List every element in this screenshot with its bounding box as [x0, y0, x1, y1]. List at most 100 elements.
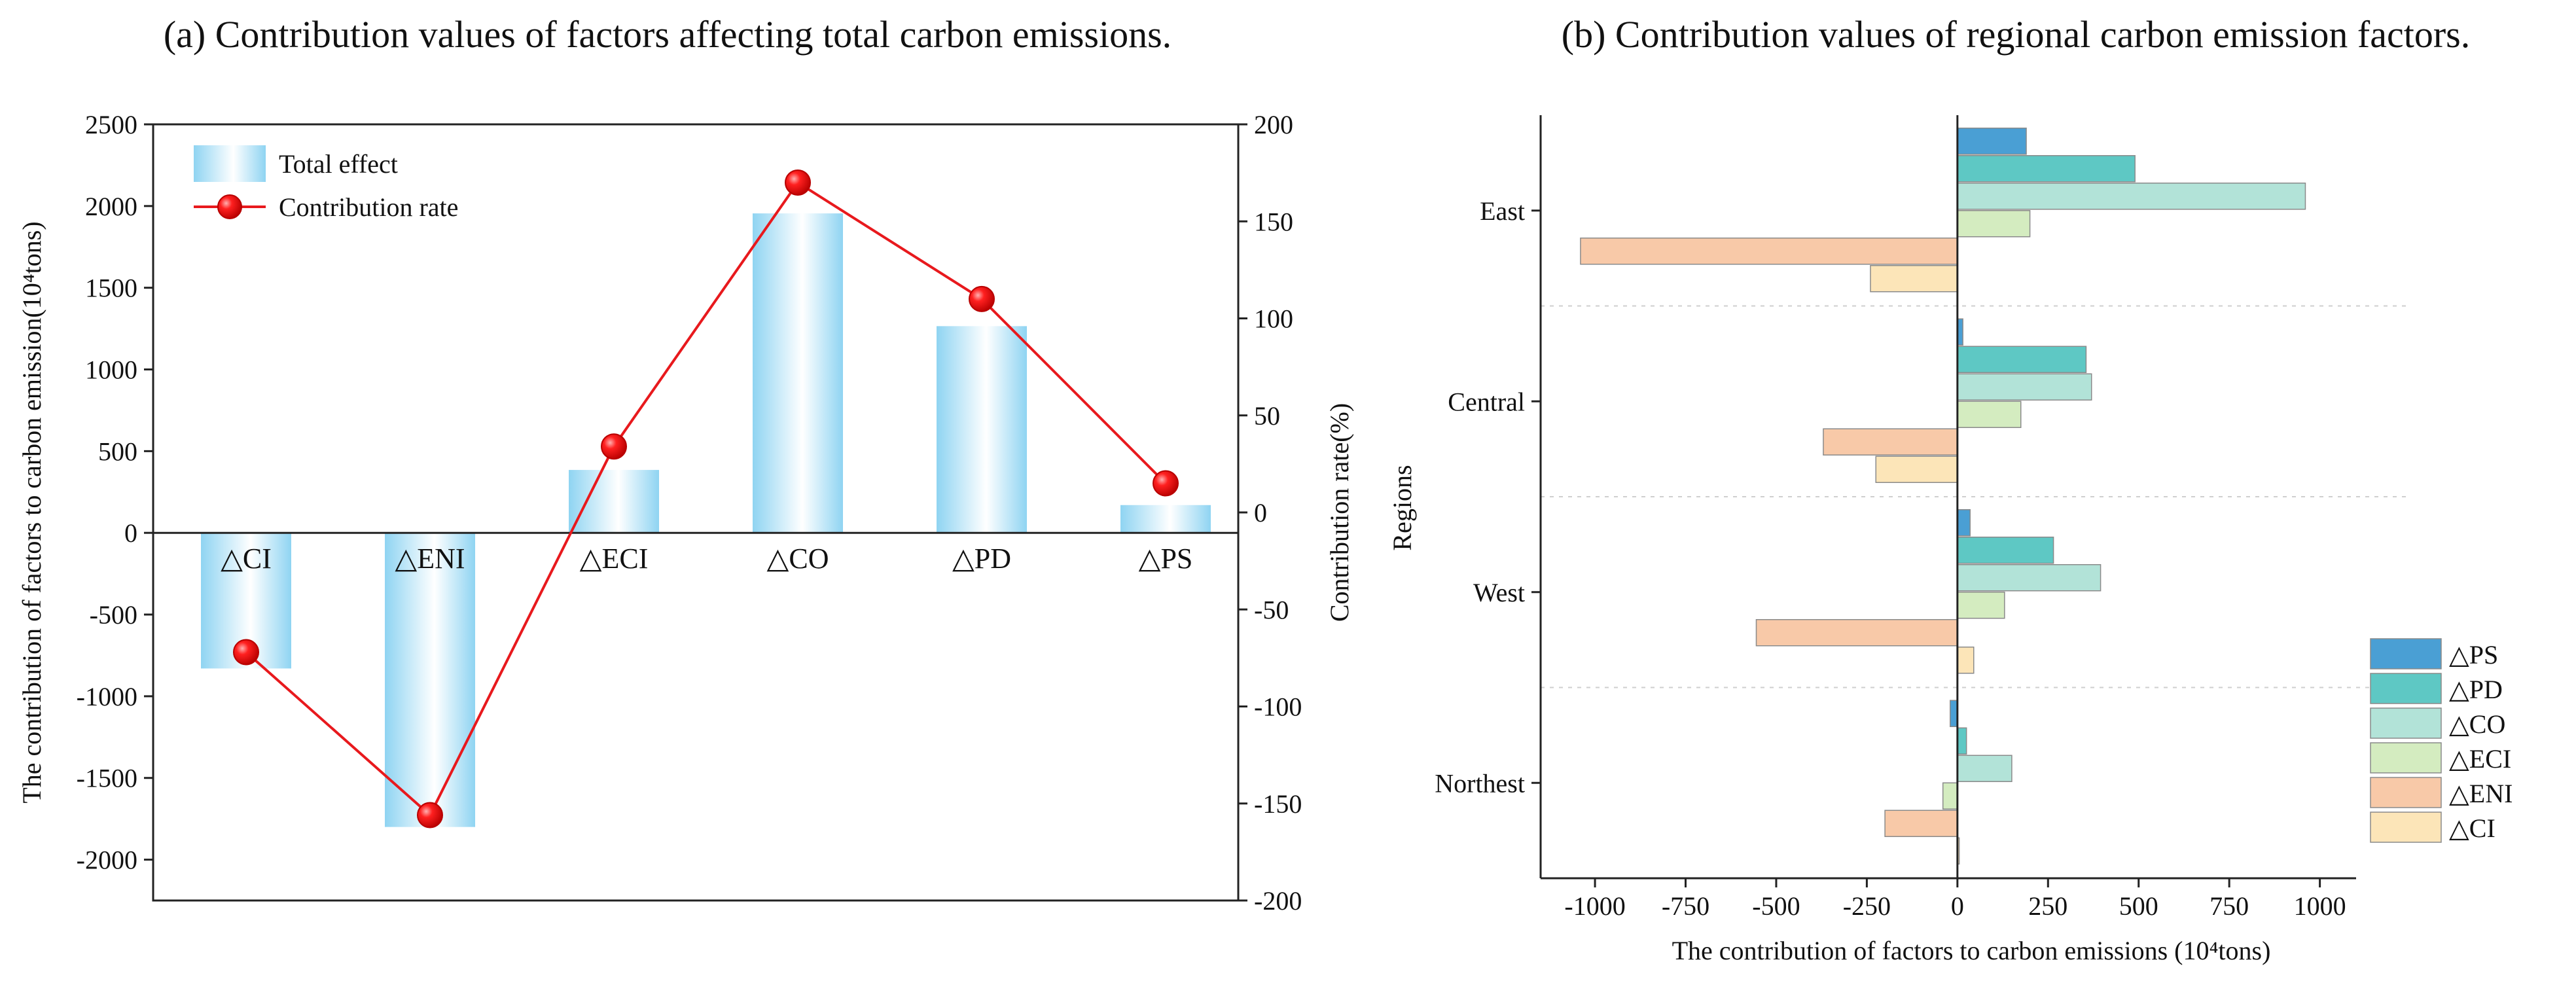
panel-b-bar-northest-2: [1957, 727, 1967, 755]
panel-a-category-labels: △CI △ENI △ECI △CO △PD △PS: [221, 543, 1192, 575]
panel-b-bar-northest-5: [1884, 810, 1958, 837]
panel-b-x-tick-label: 250: [2028, 891, 2067, 921]
panel-a-y-axis-label: The contribution of factors to carbon em…: [17, 221, 46, 803]
panel-a-rate-point-4: [785, 169, 811, 196]
panel-b-legend-label: △CI: [2449, 813, 2496, 843]
panel-b-bar-east-5: [1580, 238, 1958, 265]
panel-b-y-axis-label: Regions: [1387, 465, 1417, 550]
panel-b-x-tick-label: 500: [2119, 891, 2158, 921]
panel-a-y2-tick-label: -50: [1254, 595, 1289, 624]
panel-b-x-tick-label: -250: [1843, 891, 1891, 921]
panel-a-category-label: △PS: [1139, 543, 1193, 575]
panel-b-legend-label: △PD: [2449, 675, 2503, 704]
panel-b-x-tick-label: -750: [1662, 891, 1709, 921]
panel-b-legend-label: △ENI: [2449, 779, 2513, 808]
panel-b-bar-east-4: [1957, 210, 2031, 238]
panel-b-bar-west-6: [1957, 647, 1975, 674]
panel-b-legend-swatch-6: [2370, 812, 2442, 843]
panel-a-y-tick-label: 500: [98, 437, 137, 466]
panel-a-y2-tick-label: -150: [1254, 789, 1302, 819]
panel-a-y2-tick-label: -200: [1254, 886, 1302, 916]
panel-a-bar-2: [385, 533, 475, 827]
panel-b-region-label: Northest: [1435, 768, 1525, 798]
panel-b-bar-west-3: [1957, 564, 2102, 592]
panel-a-category-label: △ENI: [395, 543, 465, 575]
panel-a-rate-point-6: [1153, 470, 1179, 497]
panel-a-rate-point-3: [601, 433, 627, 460]
panel-a-rate-polyline: [245, 181, 1167, 817]
panel-a-y2-axis-label: Contribution rate(%): [1325, 403, 1354, 622]
panel-a-y2-tick-label: 200: [1254, 110, 1293, 139]
panel-a-category-label: △ECI: [580, 543, 649, 575]
panel-b-legend-label: △CO: [2449, 709, 2505, 739]
panel-a-bar-5: [937, 326, 1027, 533]
panel-b-x-tick-label: -500: [1752, 891, 1800, 921]
panel-b-bar-northest-4: [1942, 782, 1958, 810]
panel-b-bar-northest-1: [1950, 700, 1958, 727]
panel-a-y-tick-label: 1000: [85, 355, 137, 385]
legend-marker-contribution-rate: [217, 194, 242, 219]
panel-a-plot-frame: [152, 123, 1240, 902]
panel-a-y2-tick-label: 100: [1254, 304, 1293, 334]
panel-a-y-tick-label: 2000: [85, 192, 137, 221]
panel-b-x-tick-label: 1000: [2294, 891, 2346, 921]
panel-a-category-label: △CI: [221, 543, 272, 575]
panel-a-y-tick-label: -2000: [77, 846, 137, 875]
panel-a-legend: Total effect Contribution rate: [194, 145, 458, 222]
panel-b-legend-swatch-2: [2370, 673, 2442, 704]
panel-b-legend-swatch-1: [2370, 638, 2442, 669]
panel-b-bar-west-1: [1957, 509, 1971, 537]
panel-a-category-label: △PD: [952, 543, 1011, 575]
panel-b-legend-label: △PS: [2449, 640, 2498, 669]
panel-b-x-tick-label: -1000: [1564, 891, 1625, 921]
panel-b-bar-central-6: [1875, 455, 1958, 483]
panel-a-bars: [201, 213, 1211, 827]
panel-a-y2-tick-label: -100: [1254, 692, 1302, 722]
panel-b-bar-east-3: [1957, 183, 2306, 210]
panel-b-region-label: East: [1480, 196, 1525, 226]
panel-b-legend-swatch-5: [2370, 777, 2442, 808]
panel-b-region-label: Central: [1448, 387, 1525, 416]
panel-a-bar-6: [1120, 505, 1211, 533]
panel-a-y2-tick-label: 50: [1254, 401, 1280, 431]
panel-b-bars: [1580, 128, 2306, 865]
panel-a-y-tick-label: -500: [90, 600, 137, 630]
panel-b-gridlines: [1541, 305, 2408, 688]
legend-label-total-effect: Total effect: [279, 149, 398, 179]
panel-a-y-tick-label: -1500: [77, 764, 137, 793]
panel-b-legend-swatch-3: [2370, 707, 2442, 739]
panel-b-bar-central-5: [1823, 428, 1958, 455]
panel-b-bar-east-1: [1957, 128, 2027, 155]
panel-b-axes: East Central West Northest -1000 -750 -500 -250…: [1435, 196, 2346, 921]
panel-a-axes: 2500 2000 1500 1000 500 0 -500 -1000 -1500 -2000 2…: [77, 110, 1302, 916]
panel-a-y-tick-label: 2500: [85, 110, 137, 139]
panel-b-bar-central-2: [1957, 346, 2087, 373]
panel-a-y2-tick-label: 150: [1254, 207, 1293, 236]
panel-b-bar-central-3: [1957, 373, 2092, 401]
panel-a-y2-tick-label: 0: [1254, 498, 1267, 527]
panel-b-bar-northest-3: [1957, 755, 2012, 782]
panel-b-bar-west-5: [1755, 619, 1958, 647]
panel-a-title: (a) Contribution values of factors affec…: [164, 13, 1172, 56]
panel-b-legend-swatch-4: [2370, 742, 2442, 774]
panel-b-bar-east-2: [1957, 155, 2136, 183]
panel-a-bar-4: [753, 213, 843, 533]
panel-b-regional-chart: (b) Contribution values of regional carb…: [1387, 13, 2513, 965]
legend-swatch-total-effect: [194, 145, 266, 182]
panel-a-rate-point-5: [969, 285, 995, 312]
panel-b-x-axis-label: The contribution of factors to carbon em…: [1672, 936, 2271, 965]
panel-a-y-tick-label: -1000: [77, 682, 137, 711]
panel-a-category-label: △CO: [767, 543, 829, 575]
panel-a-rate-point-1: [233, 639, 259, 666]
panel-a-y-tick-label: 1500: [85, 274, 137, 303]
panel-a-rate-point-2: [417, 802, 443, 829]
panel-a-contribution-rate-line: [233, 169, 1179, 829]
panel-b-bar-central-4: [1957, 401, 2022, 428]
panel-b-bar-west-2: [1957, 537, 2054, 564]
panel-b-x-tick-label: 0: [1951, 891, 1964, 921]
panel-a-bar-3: [569, 470, 659, 533]
panel-a-contribution-chart: (a) Contribution values of factors affec…: [17, 13, 1354, 916]
panel-b-x-tick-label: 750: [2209, 891, 2249, 921]
panel-b-title: (b) Contribution values of regional carb…: [1562, 13, 2470, 56]
